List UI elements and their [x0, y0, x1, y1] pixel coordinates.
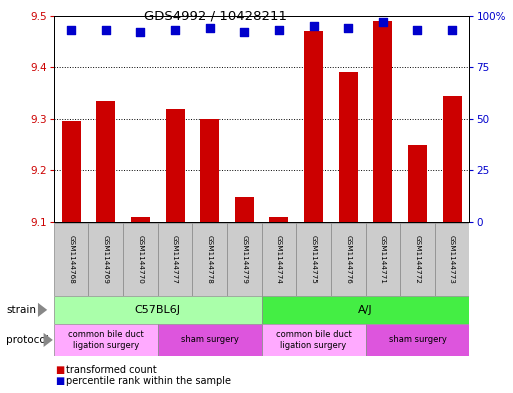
Text: sham surgery: sham surgery — [181, 336, 239, 344]
Text: ■: ■ — [55, 376, 65, 386]
Point — [102, 27, 110, 33]
Point — [413, 27, 422, 33]
Text: GSM1144768: GSM1144768 — [68, 235, 74, 284]
Text: transformed count: transformed count — [66, 365, 156, 375]
Text: common bile duct
ligation surgery: common bile duct ligation surgery — [275, 330, 351, 350]
Text: protocol: protocol — [6, 335, 49, 345]
Bar — [365, 223, 400, 296]
Bar — [131, 217, 150, 222]
Text: C57BL6J: C57BL6J — [135, 305, 181, 315]
Text: GSM1144772: GSM1144772 — [415, 235, 421, 284]
Bar — [88, 223, 123, 296]
Text: GSM1144779: GSM1144779 — [241, 235, 247, 284]
Text: GSM1144771: GSM1144771 — [380, 235, 386, 284]
Text: GSM1144778: GSM1144778 — [207, 235, 213, 284]
Text: GSM1144777: GSM1144777 — [172, 235, 178, 284]
Point — [67, 27, 75, 33]
Text: strain: strain — [6, 305, 36, 315]
Text: GSM1144774: GSM1144774 — [276, 235, 282, 284]
Bar — [54, 223, 88, 296]
Point — [448, 27, 456, 33]
Bar — [158, 223, 192, 296]
Bar — [166, 108, 185, 222]
Text: GSM1144769: GSM1144769 — [103, 235, 109, 284]
Bar — [54, 324, 158, 356]
Bar — [296, 223, 331, 296]
Bar — [123, 223, 158, 296]
Bar — [408, 145, 427, 222]
Bar — [200, 119, 219, 222]
Point — [379, 19, 387, 25]
Text: GSM1144775: GSM1144775 — [310, 235, 317, 284]
Bar — [304, 31, 323, 222]
Bar — [54, 296, 262, 324]
Text: GSM1144773: GSM1144773 — [449, 235, 455, 284]
Point — [206, 25, 214, 31]
Bar — [365, 324, 469, 356]
Bar — [373, 21, 392, 222]
Text: ■: ■ — [55, 365, 65, 375]
Text: GDS4992 / 10428211: GDS4992 / 10428211 — [144, 10, 287, 23]
Bar — [262, 223, 296, 296]
Text: A/J: A/J — [358, 305, 373, 315]
Bar — [62, 121, 81, 222]
Bar — [227, 223, 262, 296]
Point — [171, 27, 179, 33]
Bar — [235, 197, 254, 222]
Bar — [96, 101, 115, 222]
Bar — [331, 223, 365, 296]
Bar — [262, 296, 469, 324]
Text: percentile rank within the sample: percentile rank within the sample — [66, 376, 231, 386]
Point — [309, 23, 318, 29]
Point — [344, 25, 352, 31]
Bar — [339, 72, 358, 222]
Bar — [435, 223, 469, 296]
Point — [275, 27, 283, 33]
Bar — [400, 223, 435, 296]
Text: GSM1144770: GSM1144770 — [137, 235, 144, 284]
Bar — [443, 95, 462, 222]
Point — [136, 29, 145, 35]
Bar — [158, 324, 262, 356]
Text: GSM1144776: GSM1144776 — [345, 235, 351, 284]
Bar — [269, 217, 288, 222]
Bar — [262, 324, 365, 356]
Text: common bile duct
ligation surgery: common bile duct ligation surgery — [68, 330, 144, 350]
Point — [240, 29, 248, 35]
Text: sham surgery: sham surgery — [388, 336, 446, 344]
Bar — [192, 223, 227, 296]
